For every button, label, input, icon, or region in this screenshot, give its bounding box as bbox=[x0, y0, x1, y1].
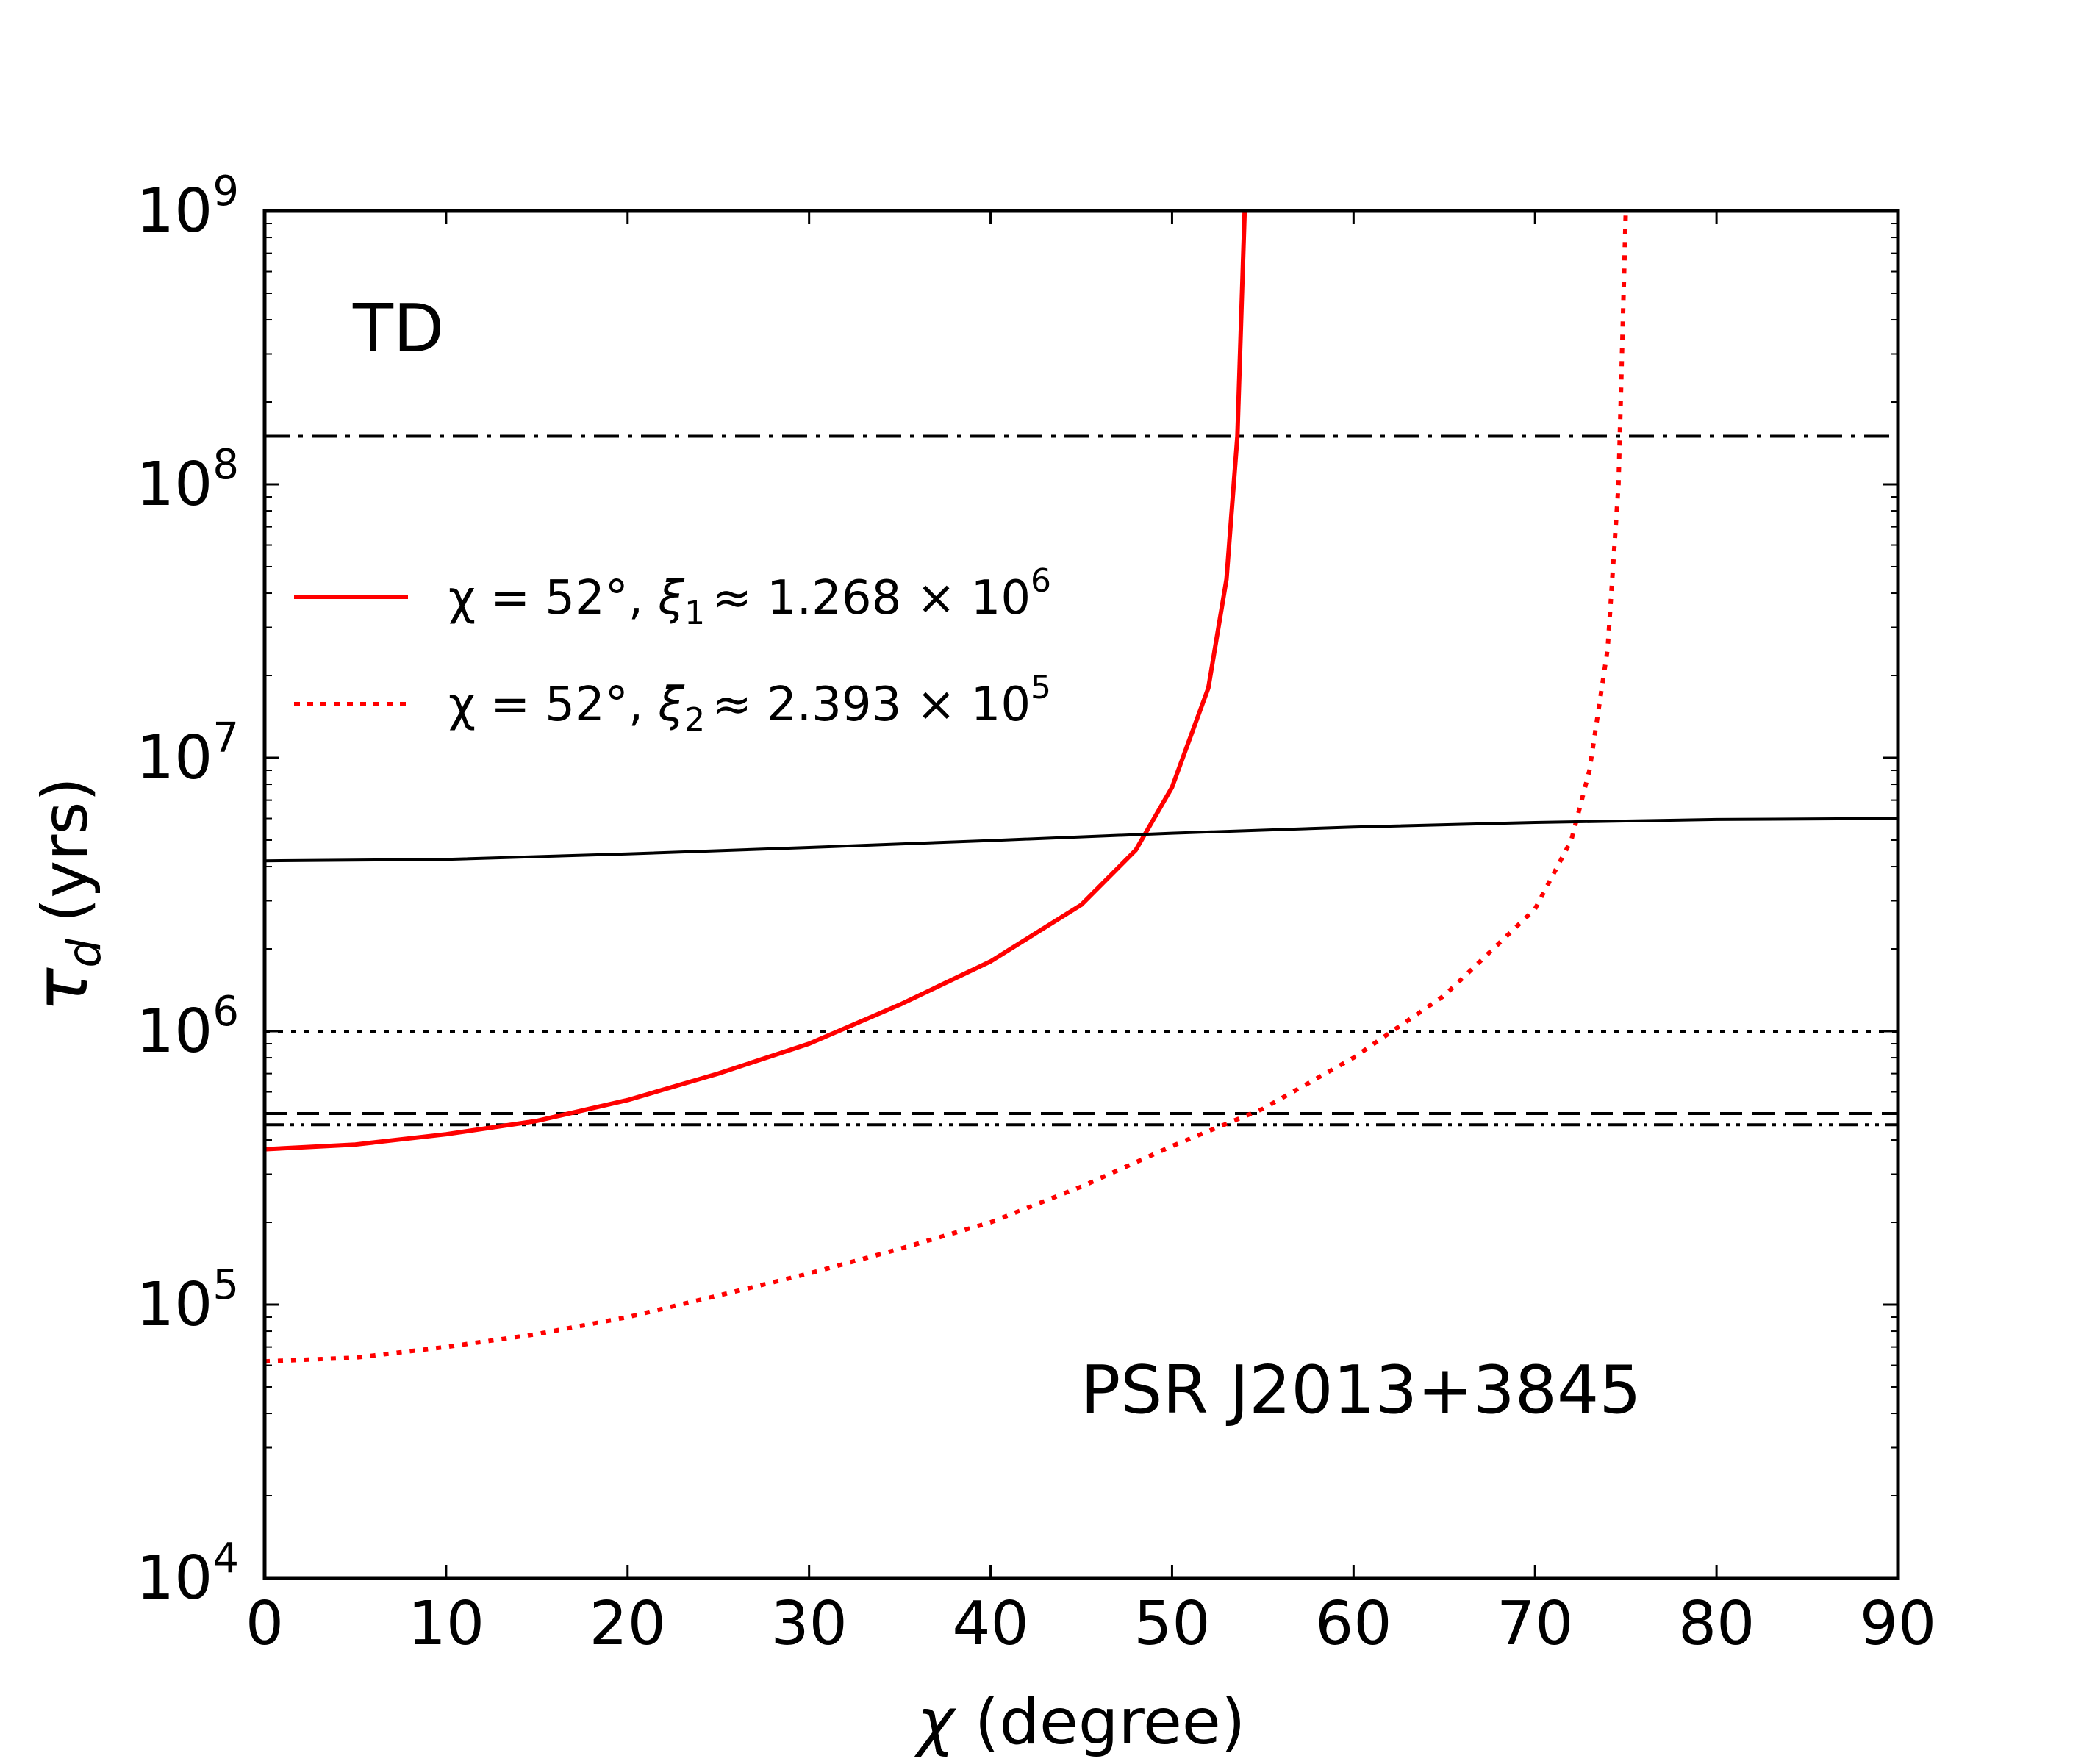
x-axis-label: χ (degree) bbox=[914, 1685, 1246, 1759]
x-tick-label: 90 bbox=[1860, 1589, 1936, 1659]
y-axis-unit: (yrs) bbox=[29, 777, 102, 922]
legend-xi2-exp: 5 bbox=[1031, 669, 1051, 706]
y-tick-label: 106 bbox=[136, 988, 239, 1066]
x-axis-unit: (degree) bbox=[975, 1685, 1245, 1759]
legend-xi2-sub: 2 bbox=[684, 701, 705, 739]
x-tick-label: 70 bbox=[1497, 1589, 1573, 1659]
legend-xi2-xi: ξ bbox=[657, 678, 685, 732]
x-tick-label: 40 bbox=[952, 1589, 1028, 1659]
x-tick-label: 80 bbox=[1678, 1589, 1755, 1659]
legend-xi1-sub: 1 bbox=[684, 595, 705, 632]
legend-label-xi2: χ = 52°, ξ2 ≈ 2.393 × 105 bbox=[448, 669, 1051, 739]
legend-xi1-exp: 6 bbox=[1031, 562, 1051, 600]
legend-label-xi1: χ = 52°, ξ1 ≈ 1.268 × 106 bbox=[448, 562, 1051, 632]
legend-xi1-xi: ξ bbox=[657, 571, 685, 625]
series-line-xi2 bbox=[265, 211, 1628, 1364]
y-tick-label: 107 bbox=[136, 714, 239, 793]
legend-xi2-approx: ≈ 2.393 × 10 bbox=[712, 678, 1031, 732]
plot-area bbox=[265, 211, 1898, 1364]
series-line-xi1 bbox=[265, 211, 1247, 1152]
y-tick-label: 104 bbox=[136, 1535, 239, 1613]
y-axis-label: τd (yrs) bbox=[18, 777, 111, 1012]
ticks: 0 10 20 30 40 50 60 70 80 90 104 105 106 107 108 109 bbox=[136, 168, 1936, 1659]
y-tick-label: 105 bbox=[136, 1261, 239, 1340]
legend-xi1-chi: χ = 52°, bbox=[448, 571, 643, 625]
x-tick-label: 30 bbox=[770, 1589, 847, 1659]
x-axis-symbol: χ bbox=[914, 1685, 957, 1759]
x-tick-label: 0 bbox=[246, 1589, 284, 1659]
x-tick-label: 50 bbox=[1134, 1589, 1210, 1659]
axes-frame bbox=[262, 209, 1900, 1580]
x-tick-label: 10 bbox=[408, 1589, 484, 1659]
y-tick-label: 109 bbox=[136, 168, 239, 246]
legend-xi2-chi: χ = 52°, bbox=[448, 678, 643, 732]
axes bbox=[262, 209, 1900, 1580]
y-axis-symbol: τ bbox=[18, 967, 104, 1012]
series-line-black-curve bbox=[265, 817, 1898, 863]
legend: χ = 52°, ξ1 ≈ 1.268 × 106 χ = 52°, ξ2 ≈ 2.… bbox=[294, 562, 1051, 739]
x-tick-label: 20 bbox=[590, 1589, 666, 1659]
x-tick-label: 60 bbox=[1315, 1589, 1392, 1659]
y-axis-subscript: d bbox=[57, 939, 111, 968]
annotation-td: TD bbox=[352, 290, 444, 368]
annotation-psr: PSR J2013+3845 bbox=[1081, 1352, 1641, 1429]
y-tick-label: 108 bbox=[136, 441, 239, 520]
legend-xi1-approx: ≈ 1.268 × 10 bbox=[712, 571, 1031, 625]
